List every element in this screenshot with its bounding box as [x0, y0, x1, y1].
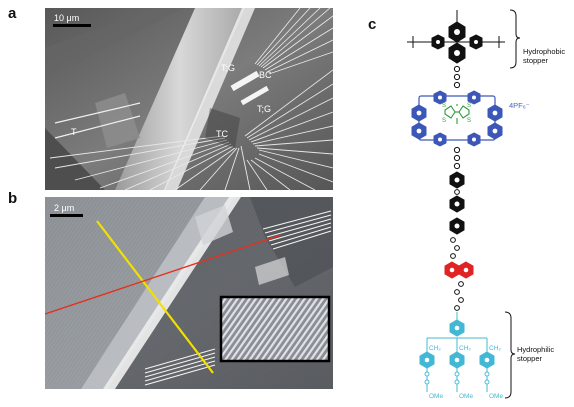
- panel-b-letter: b: [8, 190, 18, 207]
- panel-a-label-tg-lower: T;G: [257, 104, 271, 114]
- panel-c-letter: c: [368, 16, 377, 33]
- ttf-s-4: S: [467, 118, 471, 124]
- hydrophobic-label-line2: stopper: [523, 56, 549, 65]
- ttf-s-2: S: [467, 103, 471, 109]
- panel-a-label-tc: TC: [216, 129, 228, 139]
- hydrophilic-label-line2: stopper: [517, 354, 543, 363]
- panel-b-scale-bar-label: 2 μm: [54, 203, 74, 213]
- red-naphthalene: [444, 261, 474, 279]
- panel-c-molecule: Hydrophobic stopper: [395, 0, 574, 402]
- ttf-s-1: S: [442, 103, 446, 109]
- panel-b-inset: [219, 295, 331, 363]
- blue-ring: [411, 90, 503, 147]
- panel-a-label-t: T: [71, 127, 77, 137]
- ome-label-3: OMe: [489, 393, 503, 400]
- ch2-label-2: CH₂: [459, 345, 471, 352]
- hydrophobic-label-line1: Hydrophobic: [523, 47, 565, 56]
- panel-a-scale-bar-label: 10 μm: [54, 13, 79, 23]
- ome-label-2: OMe: [459, 393, 473, 400]
- green-ttf: [444, 104, 470, 124]
- ome-label-1: OMe: [429, 393, 443, 400]
- panel-b-red-line: [45, 234, 282, 315]
- panel-a-letter: a: [8, 5, 17, 22]
- ch2-label-1: CH₂: [429, 345, 441, 352]
- panel-a-label-bc: BC: [259, 70, 272, 80]
- panel-a-sem-image: 10 μm T;G BC T;G T TC: [45, 8, 333, 190]
- ch2-label-3: CH₂: [489, 345, 501, 352]
- ttf-s-3: S: [442, 118, 446, 124]
- counterion-label: 4PF₆⁻: [509, 101, 530, 110]
- panel-b-sem-image: 2 μm: [45, 197, 333, 389]
- panel-b-yellow-line: [96, 220, 214, 374]
- hydrophilic-label-line1: Hydrophilic: [517, 345, 554, 354]
- panel-a-label-tg-upper: T;G: [221, 63, 235, 73]
